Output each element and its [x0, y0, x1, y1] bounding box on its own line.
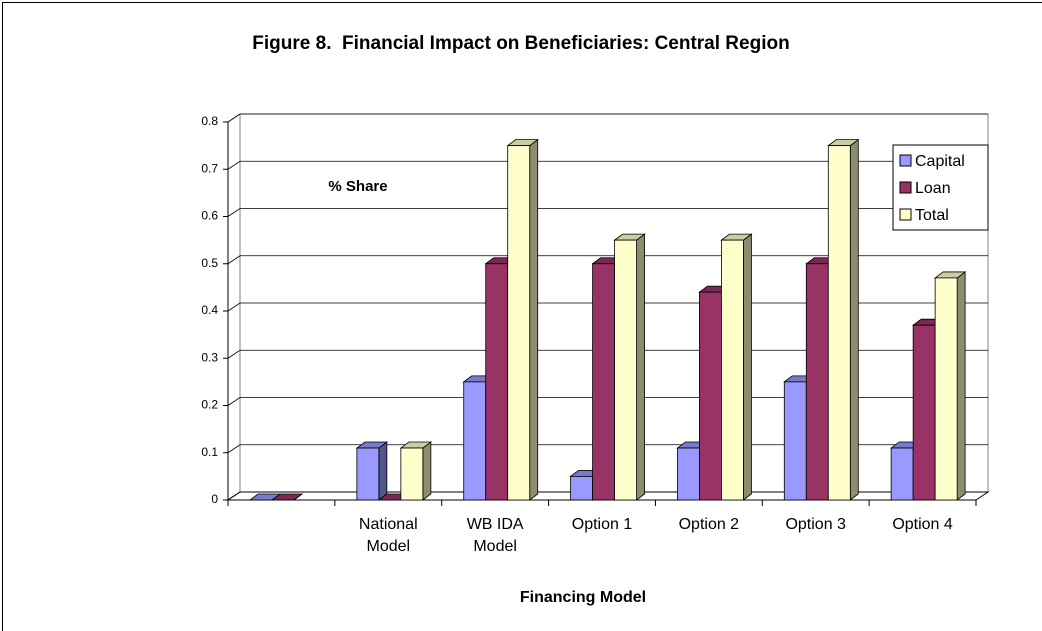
y-tick-label: 0.7	[201, 161, 218, 175]
bar-front	[721, 239, 744, 501]
bar-front	[485, 263, 509, 501]
legend-swatch	[899, 154, 912, 167]
bar	[613, 233, 646, 501]
x-tick-label: Option 4	[892, 516, 953, 533]
x-tick-label: Option 3	[785, 516, 846, 533]
legend-swatch	[899, 208, 912, 221]
bar-front	[890, 447, 914, 501]
bar-side	[849, 138, 859, 501]
y-tick-label: 0.6	[201, 209, 218, 223]
bar-front	[934, 277, 958, 501]
legend-label: Total	[915, 207, 949, 224]
bar-front	[783, 381, 807, 501]
y-tick-label: 0.4	[201, 303, 218, 317]
chart-title: Figure 8. Financial Impact on Beneficiar…	[252, 33, 789, 54]
y-tick-label: 0.2	[201, 398, 218, 412]
y-tick-label: 0.3	[201, 350, 218, 364]
bar-side	[956, 271, 966, 501]
y-tick-label: 0.5	[201, 256, 218, 270]
bar-side	[378, 441, 388, 501]
bar	[720, 233, 753, 501]
x-tick-label: Option 2	[678, 516, 740, 533]
y-tick-label: 0.1	[201, 445, 218, 459]
bar	[506, 138, 539, 501]
bar-front	[463, 381, 487, 501]
x-tick-label: Option 1	[571, 516, 633, 533]
bar-front	[356, 447, 380, 501]
bar-front	[699, 291, 722, 501]
y-tick-label: 0.8	[201, 114, 218, 128]
bar-front	[805, 263, 829, 501]
legend-label: Loan	[915, 180, 951, 197]
bar	[399, 441, 433, 501]
annotation: % Share	[328, 178, 387, 195]
bar-side	[636, 233, 645, 501]
y-tick-label: 0	[211, 492, 218, 506]
bar	[355, 441, 389, 501]
bar	[933, 271, 967, 501]
bar-top	[270, 493, 304, 501]
bar-front	[570, 475, 593, 501]
legend-swatch	[899, 181, 912, 194]
bar-front	[507, 145, 531, 501]
grid-line	[227, 208, 988, 217]
legend-label: Capital	[915, 153, 965, 170]
bar-side	[422, 441, 432, 501]
bar-front	[827, 145, 851, 501]
grid-line	[227, 113, 988, 123]
bar	[827, 138, 860, 501]
bar-front	[614, 239, 637, 501]
x-tick-label: WB IDA Model	[466, 516, 524, 555]
bar	[270, 493, 304, 501]
bar-front	[912, 324, 936, 501]
bar-side	[529, 138, 539, 501]
bar-front	[400, 447, 424, 501]
x-axis-label: Financing Model	[520, 589, 646, 606]
bar-front	[592, 263, 615, 501]
grid-line	[227, 160, 988, 170]
x-tick-label: National Model	[358, 516, 418, 555]
bar-front	[677, 447, 700, 501]
bar-side	[743, 233, 752, 501]
